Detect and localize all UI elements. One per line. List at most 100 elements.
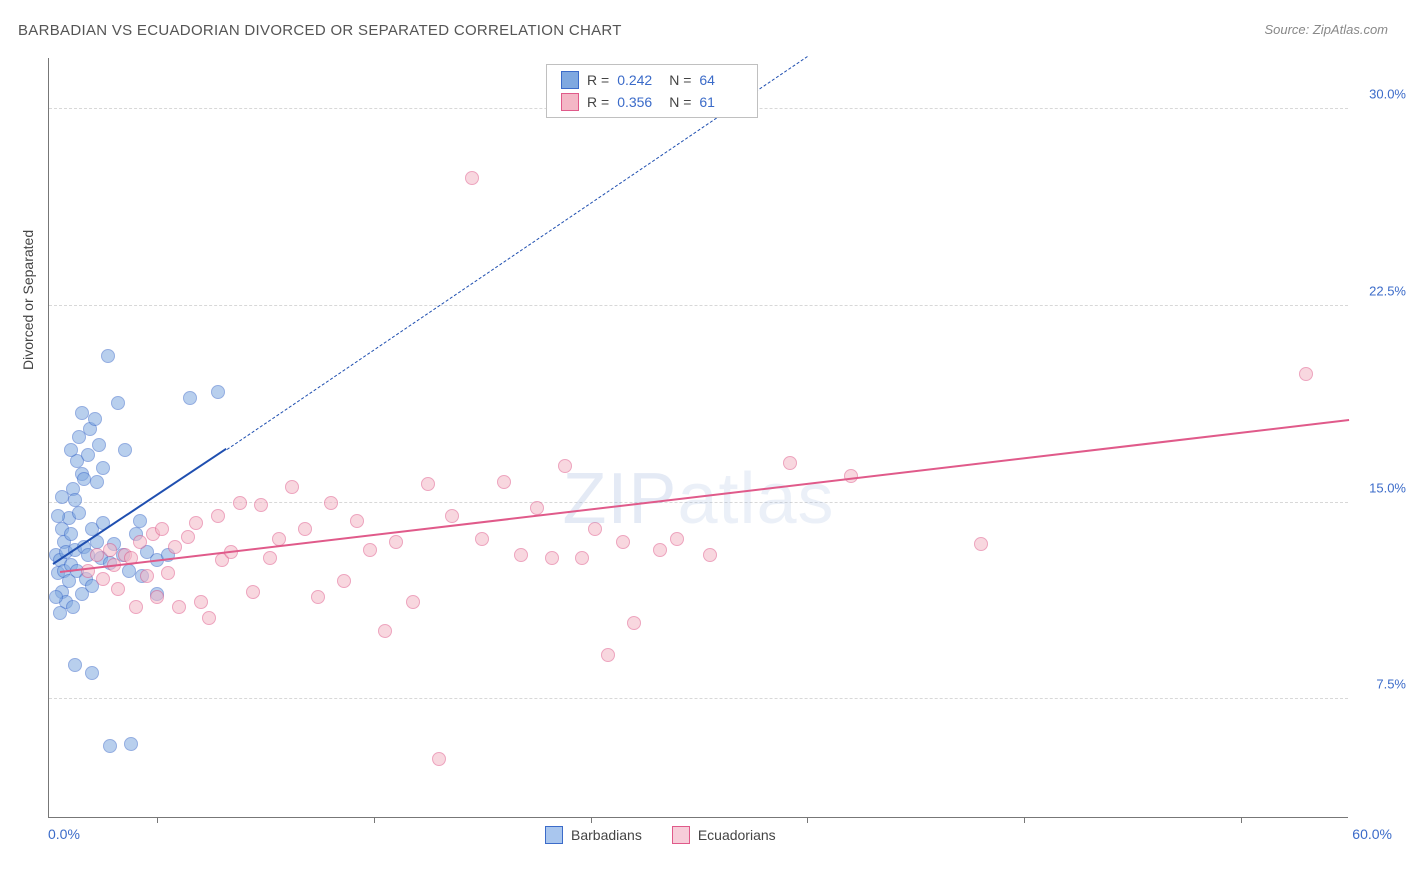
x-tick (807, 817, 808, 823)
legend-row: R = 0.356 N = 61 (547, 91, 757, 113)
data-point (64, 443, 78, 457)
data-point (211, 509, 225, 523)
data-point (68, 658, 82, 672)
data-point (124, 737, 138, 751)
x-axis-max: 60.0% (1352, 826, 1392, 842)
data-point (421, 477, 435, 491)
legend-item: Ecuadorians (672, 826, 776, 844)
data-point (64, 527, 78, 541)
data-point (181, 530, 195, 544)
data-point (627, 616, 641, 630)
data-point (432, 752, 446, 766)
data-point (285, 480, 299, 494)
data-point (233, 496, 247, 510)
data-point (68, 493, 82, 507)
y-tick-label: 7.5% (1354, 677, 1406, 692)
data-point (90, 548, 104, 562)
data-point (90, 475, 104, 489)
legend-r-value: 0.356 (617, 94, 661, 110)
data-point (202, 611, 216, 625)
legend-r-label: R = (587, 72, 609, 88)
x-tick (591, 817, 592, 823)
data-point (703, 548, 717, 562)
gridline (49, 698, 1348, 699)
data-point (51, 509, 65, 523)
x-tick (1241, 817, 1242, 823)
data-point (111, 582, 125, 596)
data-point (155, 522, 169, 536)
legend-n-label: N = (669, 72, 691, 88)
data-point (85, 666, 99, 680)
legend-n-value: 64 (699, 72, 743, 88)
data-point (324, 496, 338, 510)
data-point (514, 548, 528, 562)
chart-title: BARBADIAN VS ECUADORIAN DIVORCED OR SEPA… (18, 22, 622, 39)
data-point (129, 600, 143, 614)
data-point (378, 624, 392, 638)
data-point (66, 600, 80, 614)
data-point (974, 537, 988, 551)
data-point (558, 459, 572, 473)
data-point (653, 543, 667, 557)
data-point (103, 739, 117, 753)
data-point (445, 509, 459, 523)
data-point (465, 171, 479, 185)
data-point (75, 406, 89, 420)
legend-r-label: R = (587, 94, 609, 110)
data-point (55, 490, 69, 504)
data-point (101, 349, 115, 363)
gridline (49, 305, 1348, 306)
data-point (497, 475, 511, 489)
source-attribution: Source: ZipAtlas.com (1264, 22, 1388, 37)
data-point (783, 456, 797, 470)
data-point (601, 648, 615, 662)
data-point (311, 590, 325, 604)
legend-n-value: 61 (699, 94, 743, 110)
data-point (96, 461, 110, 475)
data-point (1299, 367, 1313, 381)
series-legend: Barbadians Ecuadorians (545, 826, 776, 844)
data-point (111, 396, 125, 410)
scatter-plot: ZIPatlas 7.5%15.0%22.5%30.0% (48, 58, 1348, 818)
y-tick-label: 30.0% (1354, 87, 1406, 102)
legend-swatch (672, 826, 690, 844)
watermark: ZIPatlas (562, 458, 834, 540)
x-tick (374, 817, 375, 823)
data-point (81, 448, 95, 462)
data-point (298, 522, 312, 536)
data-point (575, 551, 589, 565)
data-point (363, 543, 377, 557)
data-point (140, 569, 154, 583)
data-point (246, 585, 260, 599)
correlation-legend: R = 0.242 N = 64 R = 0.356 N = 61 (546, 64, 758, 118)
data-point (161, 566, 175, 580)
y-tick-label: 15.0% (1354, 480, 1406, 495)
data-point (670, 532, 684, 546)
legend-r-value: 0.242 (617, 72, 661, 88)
data-point (530, 501, 544, 515)
data-point (88, 412, 102, 426)
data-point (122, 564, 136, 578)
data-point (96, 572, 110, 586)
legend-n-label: N = (669, 94, 691, 110)
data-point (183, 391, 197, 405)
data-point (406, 595, 420, 609)
legend-item: Barbadians (545, 826, 642, 844)
data-point (350, 514, 364, 528)
data-point (263, 551, 277, 565)
x-tick (157, 817, 158, 823)
data-point (545, 551, 559, 565)
data-point (254, 498, 268, 512)
legend-swatch (545, 826, 563, 844)
data-point (92, 438, 106, 452)
data-point (616, 535, 630, 549)
legend-swatch (561, 93, 579, 111)
data-point (389, 535, 403, 549)
x-axis-min: 0.0% (48, 826, 80, 842)
data-point (337, 574, 351, 588)
data-point (77, 472, 91, 486)
y-tick-label: 22.5% (1354, 283, 1406, 298)
data-point (194, 595, 208, 609)
data-point (133, 514, 147, 528)
data-point (189, 516, 203, 530)
